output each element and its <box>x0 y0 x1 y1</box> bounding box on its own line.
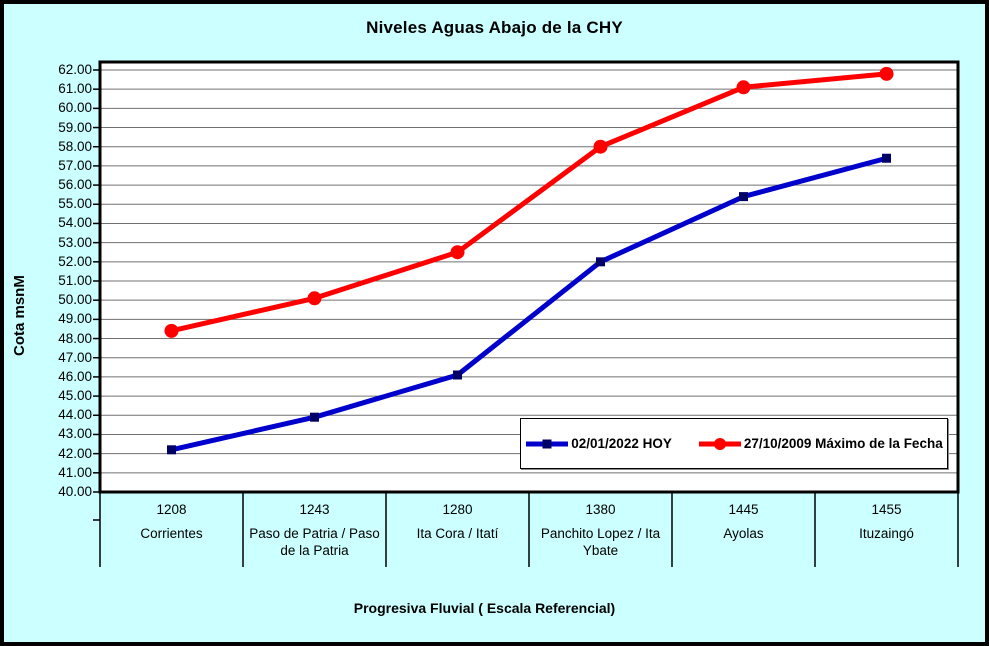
x-category-km: 1243 <box>299 502 330 517</box>
y-tick-label: 52.00 <box>58 253 92 269</box>
y-tick-label: 48.00 <box>58 330 92 346</box>
x-category-name: Corrientes <box>140 526 203 541</box>
legend-label-maximo: 27/10/2009 Máximo de la Fecha <box>743 436 943 451</box>
x-category-name: Ituzaingó <box>859 526 914 541</box>
y-tick-label: 55.00 <box>58 196 92 212</box>
y-tick-label: 49.00 <box>58 311 92 327</box>
x-category-name: Paso de Patria / Paso de la Patria <box>249 526 380 558</box>
x-category-km: 1280 <box>442 502 473 517</box>
x-category-km: 1208 <box>156 502 187 517</box>
y-tick-label: 42.00 <box>58 445 92 461</box>
x-category-name: Panchito Lopez / Ita Ybate <box>540 526 661 558</box>
x-category-km: 1445 <box>728 502 759 517</box>
chart-title: Niveles Aguas Abajo de la CHY <box>366 18 623 37</box>
legend-label-hoy: 02/01/2022 HOY <box>571 436 672 451</box>
y-tick-label: 60.00 <box>58 100 92 116</box>
y-tick-label: 46.00 <box>58 368 92 384</box>
y-tick-label: 56.00 <box>58 177 92 193</box>
chart-legend: 02/01/2022 HOY 27/10/2009 Máximo de la F… <box>520 418 948 469</box>
x-category-cell: 1380 Panchito Lopez / Ita Ybate <box>529 501 672 559</box>
y-tick-label: 61.00 <box>58 81 92 97</box>
x-category-km: 1455 <box>871 502 902 517</box>
y-tick-label: 40.00 <box>58 484 92 499</box>
y-tick-label: 47.00 <box>58 349 92 365</box>
x-category-cell: 1243 Paso de Patria / Paso de la Patria <box>243 501 386 559</box>
y-tick-label: 53.00 <box>58 234 92 250</box>
y-tick-label: 62.00 <box>58 62 92 77</box>
x-axis-title: Progresiva Fluvial ( Escala Referencial) <box>353 600 616 616</box>
x-category-cell: 1280 Ita Cora / Itatí <box>386 501 529 542</box>
x-category-cell: 1208 Corrientes <box>100 501 243 542</box>
y-tick-label: 44.00 <box>58 407 92 423</box>
y-tick-label: 45.00 <box>58 388 92 404</box>
x-category-cell: 1455 Ituzaingó <box>815 501 958 542</box>
x-category-name: Ayolas <box>723 526 764 541</box>
y-tick-label: 57.00 <box>58 157 92 173</box>
y-tick-label: 43.00 <box>58 426 92 442</box>
y-axis-title: Cota msnM <box>11 275 28 357</box>
y-tick-label: 58.00 <box>58 138 92 154</box>
plot-area <box>93 60 960 567</box>
x-category-km: 1380 <box>585 502 616 517</box>
y-tick-label: 41.00 <box>58 464 92 480</box>
y-tick-label: 50.00 <box>58 292 92 308</box>
legend-line-square-icon <box>526 439 569 448</box>
legend-entry-hoy: 02/01/2022 HOY <box>525 436 672 451</box>
y-tick-label: 54.00 <box>58 215 92 231</box>
y-tick-label: 59.00 <box>58 119 92 135</box>
legend-line-circle-icon <box>698 437 741 450</box>
y-tick-label: 51.00 <box>58 273 92 288</box>
x-category-cell: 1445 Ayolas <box>672 501 815 542</box>
x-category-name: Ita Cora / Itatí <box>416 526 499 541</box>
legend-entry-maximo: 27/10/2009 Máximo de la Fecha <box>698 436 943 451</box>
